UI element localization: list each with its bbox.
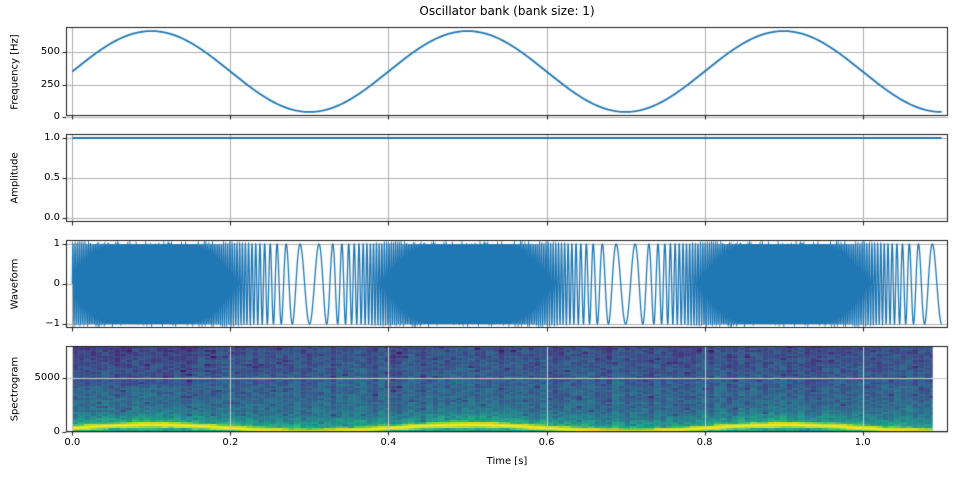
y-tick-label: 250 (40, 78, 60, 90)
y-tick-label: 500 (40, 45, 60, 57)
y-tick-label: 0 (53, 278, 60, 289)
xlabel-time: Time [s] (486, 456, 528, 467)
x-tick-label: 1.0 (854, 437, 871, 448)
y-tick-label: 0.0 (44, 212, 60, 223)
figure-title: Oscillator bank (bank size: 1) (419, 4, 595, 18)
y-tick-label: 1.0 (44, 132, 60, 143)
x-tick-label: 0.6 (538, 437, 555, 448)
x-tick-label: 0.0 (64, 437, 81, 448)
x-tick-label: 0.4 (380, 437, 397, 448)
y-tick-label: 0 (53, 111, 60, 123)
x-tick-label: 0.8 (696, 437, 713, 448)
x-tick-label: 0.2 (222, 437, 239, 448)
y-tick-label: 0 (53, 426, 60, 437)
y-tick-label: 5000 (34, 371, 60, 383)
y-tick-label: 0.5 (44, 172, 60, 183)
y-tick-label: −1 (45, 318, 60, 329)
y-tick-label: 1 (53, 238, 60, 249)
